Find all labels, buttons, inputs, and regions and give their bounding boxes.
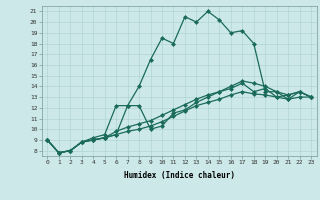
- X-axis label: Humidex (Indice chaleur): Humidex (Indice chaleur): [124, 171, 235, 180]
